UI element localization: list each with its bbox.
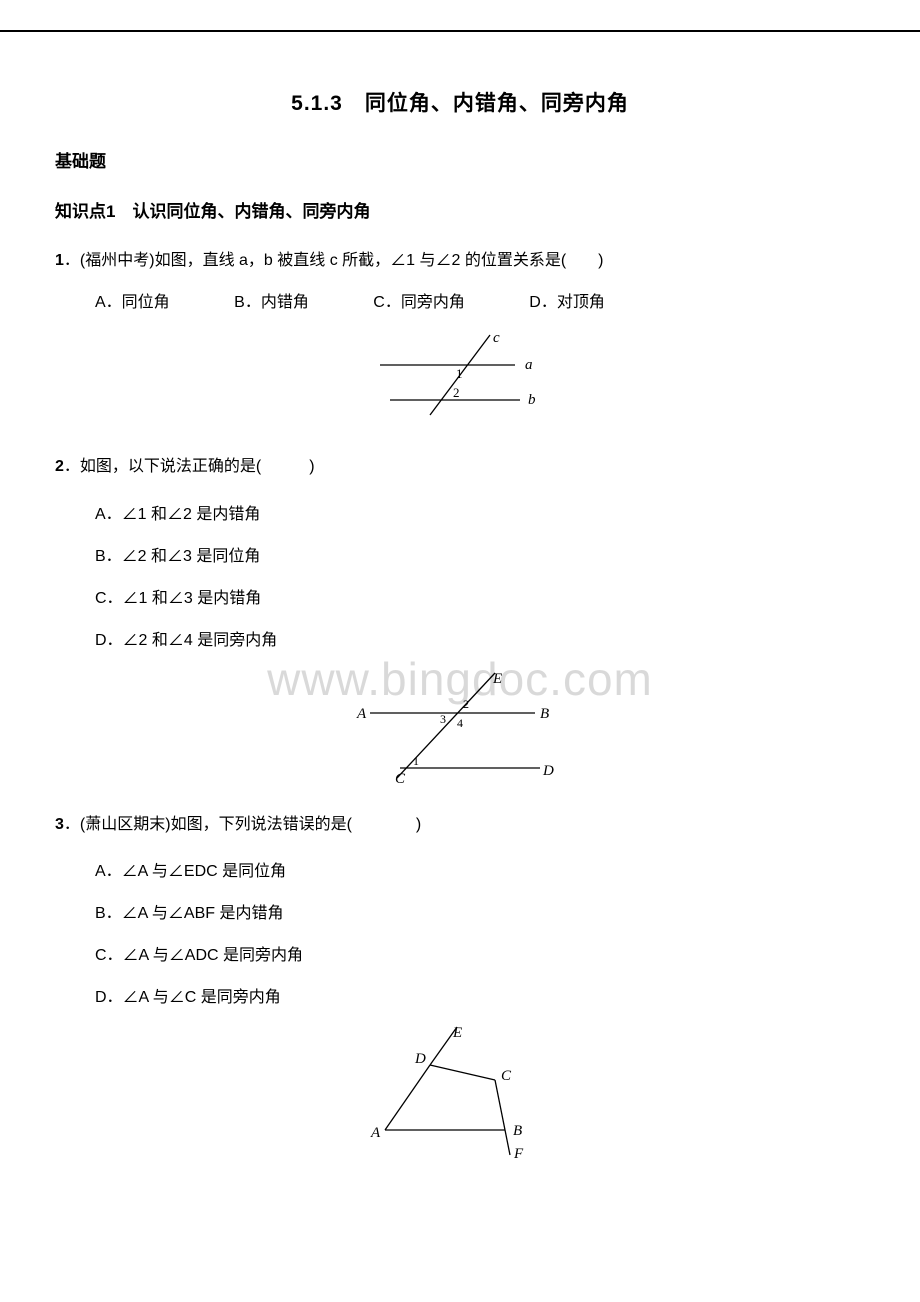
- section-heading: 基础题: [55, 147, 865, 172]
- q1-num: 1: [55, 252, 64, 269]
- q2-label-B: B: [540, 706, 549, 722]
- q1-label-2: 2: [453, 385, 460, 400]
- q2-text: ．如图，以下说法正确的是( ): [64, 458, 315, 475]
- question-3: 3．(萧山区期末)如图，下列说法错误的是( ): [55, 811, 865, 840]
- knowledge-point: 知识点1 认识同位角、内错角、同旁内角: [55, 197, 865, 222]
- q3-optA: A．∠A 与∠EDC 是同位角: [95, 857, 865, 881]
- q2-label-2: 2: [463, 697, 469, 711]
- q2-label-A: A: [356, 706, 367, 722]
- q1-label-c: c: [493, 330, 500, 346]
- q3-label-A: A: [370, 1125, 381, 1141]
- q3-label-E: E: [452, 1025, 462, 1041]
- q2-label-E: E: [492, 671, 502, 687]
- q1-optA: A．同位角: [95, 288, 170, 312]
- q1-options: A．同位角 B．内错角 C．同旁内角 D．对顶角: [95, 288, 865, 312]
- q1-label-a: a: [525, 357, 533, 373]
- q1-label-b: b: [528, 392, 536, 408]
- page-title: 5.1.3 同位角、内错角、同旁内角: [55, 87, 865, 117]
- q1-figure: a b c 1 2: [55, 330, 865, 435]
- q2-label-D: D: [542, 763, 554, 779]
- question-1: 1．(福州中考)如图，直线 a，b 被直线 c 所截，∠1 与∠2 的位置关系是…: [55, 247, 865, 276]
- q3-label-F: F: [513, 1146, 524, 1162]
- q2-label-4: 4: [457, 716, 463, 730]
- q3-label-B: B: [513, 1123, 522, 1139]
- q3-label-D: D: [414, 1051, 426, 1067]
- q2-label-1: 1: [413, 754, 419, 768]
- q1-optB: B．内错角: [234, 288, 309, 312]
- q3-figure: A B C D E F: [55, 1025, 865, 1170]
- q2-label-3: 3: [440, 712, 446, 726]
- q2-optA: A．∠1 和∠2 是内错角: [95, 500, 865, 524]
- q3-optB: B．∠A 与∠ABF 是内错角: [95, 899, 865, 923]
- q1-label-1: 1: [456, 366, 463, 381]
- q1-text: ．(福州中考)如图，直线 a，b 被直线 c 所截，∠1 与∠2 的位置关系是(…: [64, 252, 604, 269]
- q2-num: 2: [55, 458, 64, 475]
- q2-optB: B．∠2 和∠3 是同位角: [95, 542, 865, 566]
- q3-optD: D．∠A 与∠C 是同旁内角: [95, 983, 865, 1007]
- q2-optC: C．∠1 和∠3 是内错角: [95, 584, 865, 608]
- q2-optD: D．∠2 和∠4 是同旁内角: [95, 626, 865, 650]
- q1-optC: C．同旁内角: [373, 288, 465, 312]
- q2-label-C: C: [395, 771, 406, 787]
- q2-figure: A B C D E 1 2 3 4: [55, 668, 865, 793]
- question-2: 2．如图，以下说法正确的是( ): [55, 453, 865, 482]
- q1-optD: D．对顶角: [529, 288, 605, 312]
- q3-text: ．(萧山区期末)如图，下列说法错误的是( ): [64, 816, 421, 833]
- q3-num: 3: [55, 816, 64, 833]
- q3-optC: C．∠A 与∠ADC 是同旁内角: [95, 941, 865, 965]
- q3-label-C: C: [501, 1068, 512, 1084]
